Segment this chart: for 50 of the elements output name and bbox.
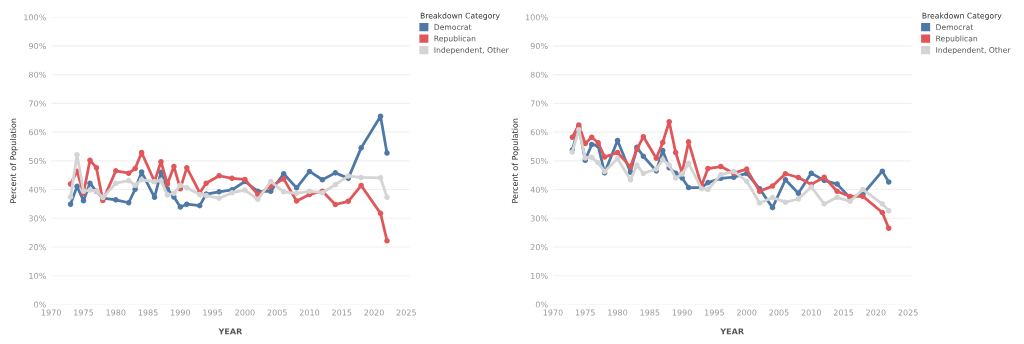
x-tick-label: 1970 xyxy=(41,309,61,316)
y-tick-label: 80% xyxy=(530,71,548,78)
x-tick-label: 2020 xyxy=(364,309,384,316)
x-tick-label: 1995 xyxy=(705,309,724,316)
x-tick-label: 1985 xyxy=(138,309,158,316)
y-axis-title: Percent of Population xyxy=(511,118,520,203)
y-tick-label: 90% xyxy=(530,43,548,50)
x-tick-label: 2020 xyxy=(866,309,886,316)
x-tick-label: 2025 xyxy=(396,309,416,316)
x-tick-label: 2010 xyxy=(299,309,320,316)
x-tick-label: 2005 xyxy=(769,309,789,316)
x-tick-label: 1985 xyxy=(640,309,660,316)
x-tick-label: 1990 xyxy=(672,309,692,316)
x-tick-label: 1975 xyxy=(74,309,94,316)
x-tick-label: 1975 xyxy=(575,309,595,316)
x-tick-label: 1970 xyxy=(543,309,563,316)
y-tick-label: 10% xyxy=(29,272,46,279)
y-tick-label: 20% xyxy=(530,244,548,251)
x-tick-label: 2015 xyxy=(833,309,854,316)
y-tick-label: 10% xyxy=(531,272,548,279)
x-tick-label: 1980 xyxy=(106,309,126,316)
y-tick-label: 70% xyxy=(29,100,46,107)
x-tick-label: 2005 xyxy=(267,309,287,316)
y-tick-label: 90% xyxy=(28,43,46,50)
y-axis-title: Percent of Population xyxy=(9,118,18,203)
y-tick-label: 50% xyxy=(29,157,46,164)
y-tick-label: 60% xyxy=(29,129,46,136)
x-tick-label: 2025 xyxy=(898,309,918,316)
y-tick-label: 70% xyxy=(530,100,548,107)
y-tick-label: 0% xyxy=(535,301,548,308)
y-tick-label: 100% xyxy=(525,14,548,21)
x-tick-label: 1990 xyxy=(170,309,191,316)
y-tick-label: 30% xyxy=(29,215,46,222)
x-tick-label: 2000 xyxy=(737,309,757,316)
y-tick-label: 100% xyxy=(24,14,46,21)
y-tick-label: 50% xyxy=(530,157,548,164)
x-axis-title: YEAR xyxy=(218,328,243,335)
y-tick-label: 30% xyxy=(530,215,548,222)
x-tick-label: 1980 xyxy=(608,309,628,316)
y-tick-label: 20% xyxy=(29,244,46,251)
x-tick-label: 2015 xyxy=(332,309,352,316)
y-tick-label: 40% xyxy=(28,186,46,193)
x-tick-label: 1995 xyxy=(203,309,223,316)
y-tick-label: 40% xyxy=(530,186,548,193)
x-axis-title: YEAR xyxy=(720,328,744,335)
x-tick-label: 2000 xyxy=(235,309,255,316)
y-tick-label: 60% xyxy=(530,129,548,136)
x-tick-label: 2010 xyxy=(801,309,821,316)
y-tick-label: 0% xyxy=(34,301,46,308)
y-tick-label: 80% xyxy=(28,71,46,78)
